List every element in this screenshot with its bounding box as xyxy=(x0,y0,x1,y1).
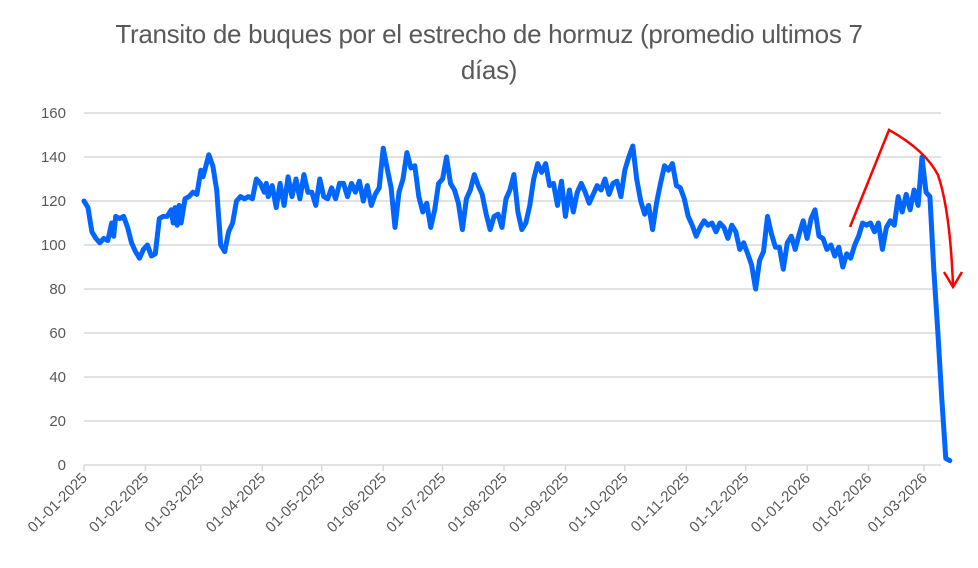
x-tick-label: 01-01-2025 xyxy=(25,470,91,536)
y-axis-labels: 0 20 40 60 80 100 120 140 160 xyxy=(41,105,66,474)
y-tick-label: 140 xyxy=(41,149,66,166)
data-series-line xyxy=(81,143,953,464)
y-tick-label: 40 xyxy=(49,369,66,386)
x-tick-label: 01-07-2025 xyxy=(383,470,449,536)
x-tick-label: 01-05-2025 xyxy=(262,470,328,536)
y-tick-label: 20 xyxy=(49,413,66,430)
x-tick-label: 01-09-2025 xyxy=(506,470,572,536)
x-tick-label: 01-10-2025 xyxy=(565,470,631,536)
y-tick-label: 80 xyxy=(49,281,66,298)
x-tick-label: 01-03-2025 xyxy=(141,470,207,536)
chart-title-line-1: Transito de buques por el estrecho de ho… xyxy=(115,19,863,49)
x-tick-label: 01-04-2025 xyxy=(203,470,269,536)
x-axis: 01-01-202501-02-202501-03-202501-04-2025… xyxy=(25,464,941,536)
x-tick-label: 01-03-2026 xyxy=(865,470,931,536)
x-tick-label: 01-11-2025 xyxy=(628,470,693,535)
y-tick-label: 0 xyxy=(58,457,66,474)
red-annotation-arrow xyxy=(848,128,964,290)
x-tick-label: 01-08-2025 xyxy=(445,470,511,536)
chart-title: Transito de buques por el estrecho de ho… xyxy=(0,16,978,88)
y-tick-label: 120 xyxy=(41,193,66,210)
x-tick-label: 01-06-2025 xyxy=(324,470,390,536)
x-tick-label: 01-01-2026 xyxy=(748,470,814,536)
y-tick-label: 160 xyxy=(41,105,66,122)
y-tick-label: 100 xyxy=(41,237,66,254)
y-tick-label: 60 xyxy=(49,325,66,342)
chart-title-line-2: días) xyxy=(460,55,518,85)
x-tick-label: 01-12-2025 xyxy=(686,470,752,536)
